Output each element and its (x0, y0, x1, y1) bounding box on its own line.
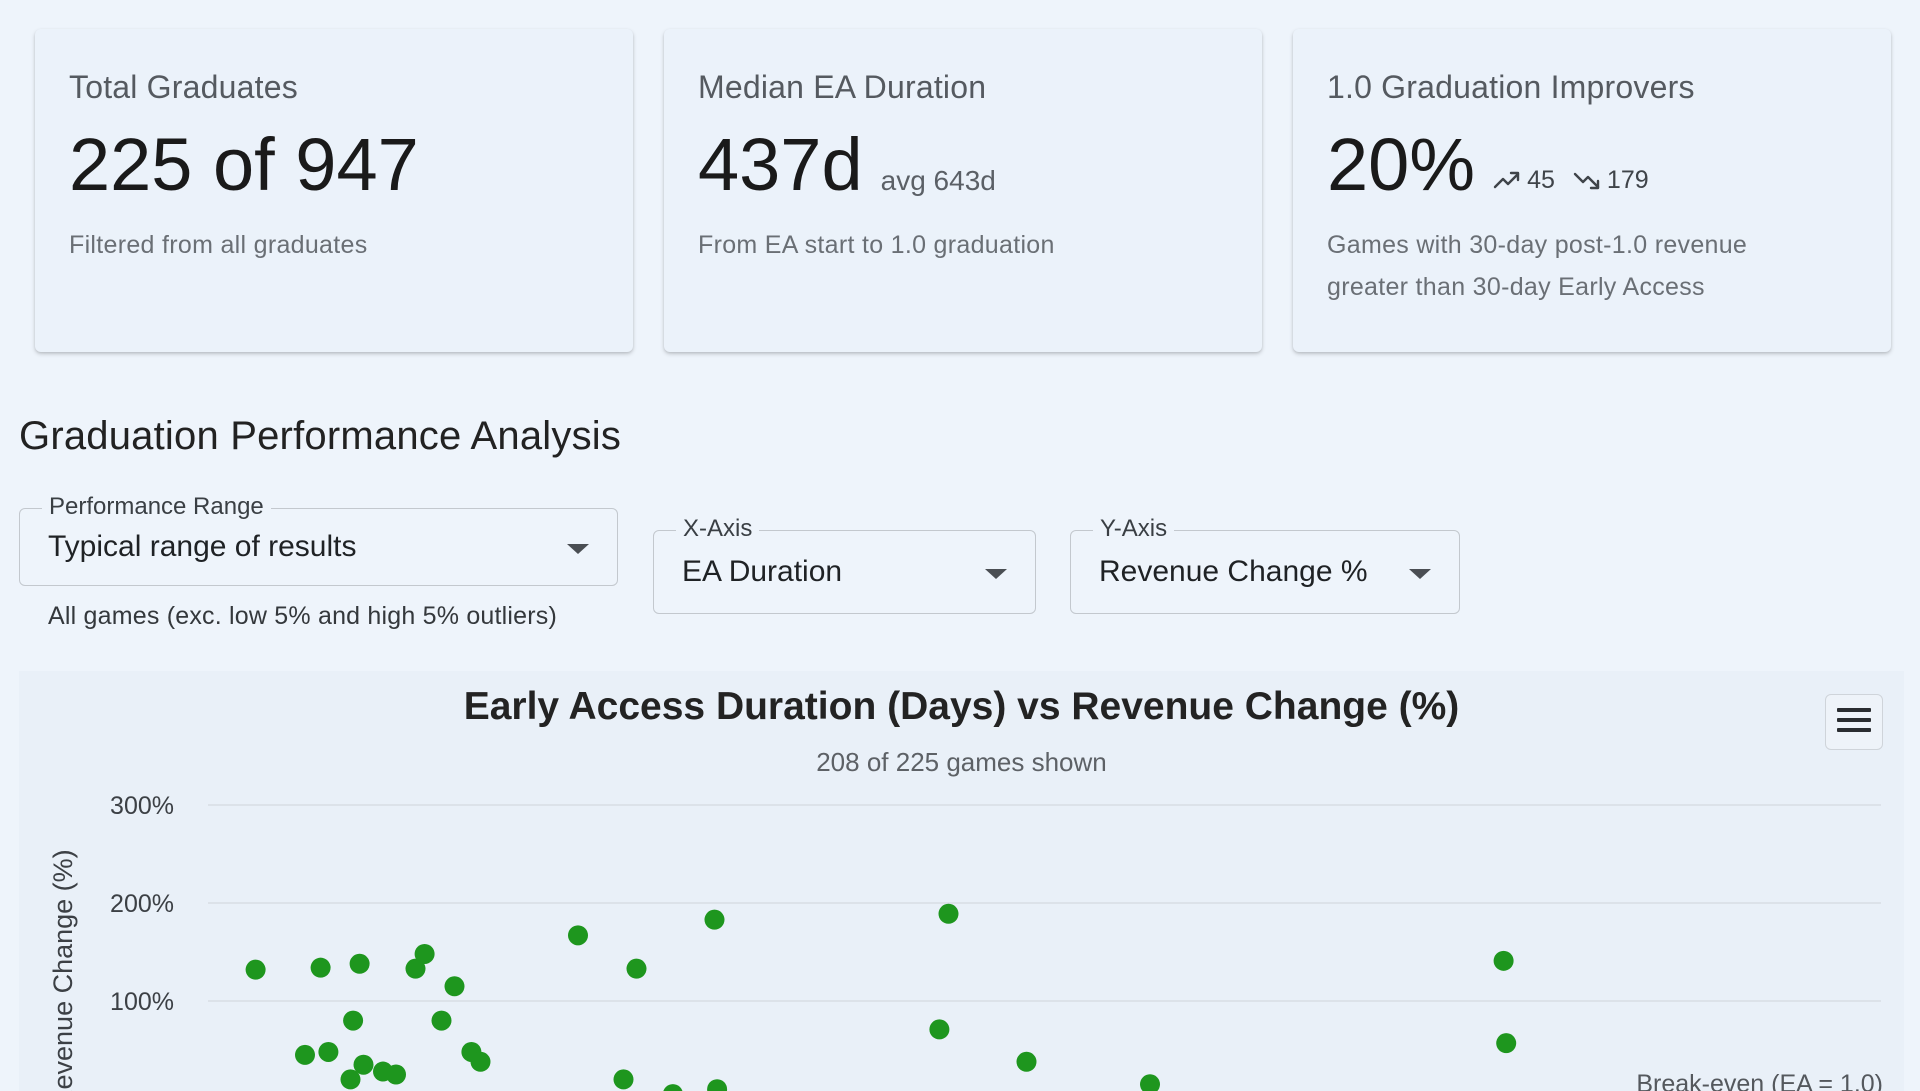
hamburger-menu-icon (1837, 707, 1871, 738)
data-point[interactable] (663, 1084, 683, 1091)
trending-up-icon (1493, 170, 1521, 190)
card-value-row: 20% 45 179 (1327, 128, 1857, 202)
total-graduates-card: Total Graduates 225 of 947 Filtered from… (35, 29, 633, 352)
data-point[interactable] (414, 943, 435, 964)
card-caption-line: Games with 30-day post-1.0 revenue (1327, 231, 1748, 259)
data-point[interactable] (1016, 1051, 1037, 1072)
performance-range-helper: All games (exc. low 5% and high 5% outli… (48, 602, 558, 630)
card-caption: Filtered from all graduates (69, 231, 368, 259)
chevron-down-icon (985, 569, 1007, 579)
x-axis-value: EA Duration (682, 555, 843, 588)
trend-up-count: 45 (1493, 166, 1555, 195)
card-title: Median EA Duration (698, 69, 987, 105)
card-value: 20% (1327, 123, 1476, 206)
data-point[interactable] (295, 1044, 315, 1065)
card-caption: Games with 30-day post-1.0 revenue great… (1327, 224, 1857, 308)
performance-range-select[interactable]: Performance Range Typical range of resul… (19, 494, 618, 586)
data-point[interactable] (626, 958, 647, 979)
chart-title: Early Access Duration (Days) vs Revenue … (463, 685, 1460, 728)
chart-menu-button[interactable] (1825, 694, 1883, 750)
card-title: Total Graduates (69, 69, 298, 105)
y-tick-label: 300% (110, 792, 174, 820)
data-point[interactable] (310, 957, 331, 978)
data-point[interactable] (340, 1069, 361, 1090)
data-point[interactable] (431, 1010, 452, 1031)
data-point[interactable] (1496, 1033, 1517, 1054)
chevron-down-icon (567, 544, 589, 554)
data-point[interactable] (938, 903, 959, 924)
data-point[interactable] (444, 976, 465, 997)
data-point[interactable] (353, 1054, 374, 1075)
data-point[interactable] (1493, 950, 1514, 971)
data-point[interactable] (386, 1064, 406, 1085)
y-tick-label: 100% (110, 988, 174, 1016)
average-duration-label: avg 643d (880, 165, 996, 196)
trend-down-value: 179 (1606, 165, 1649, 194)
y-tick-label: 200% (110, 890, 174, 918)
data-point[interactable] (707, 1079, 728, 1091)
break-even-label: Break-even (EA = 1.0) (1636, 1070, 1883, 1091)
trending-down-icon (1573, 170, 1601, 190)
card-caption-line: greater than 30-day Early Access (1327, 273, 1705, 301)
data-point[interactable] (343, 1010, 364, 1031)
card-title: 1.0 Graduation Improvers (1327, 69, 1695, 105)
card-value: 437d (698, 123, 863, 206)
card-value-row: 225 of 947 (69, 128, 599, 202)
x-axis-label: X-Axis (676, 516, 760, 542)
data-point[interactable] (245, 959, 266, 980)
chart-canvas: 300% 200% 100% Revenue Change (%) Break-even… (48, 792, 1883, 1091)
data-point[interactable] (704, 909, 725, 930)
data-point[interactable] (613, 1069, 634, 1090)
y-axis-value: Revenue Change % (1099, 555, 1368, 588)
y-axis-title: Revenue Change (%) (48, 849, 78, 1091)
trend-down-count: 179 (1573, 166, 1649, 195)
performance-range-label: Performance Range (42, 494, 271, 520)
median-ea-duration-card: Median EA Duration 437d avg 643d From EA… (664, 29, 1262, 352)
chevron-down-icon (1409, 569, 1431, 579)
data-point[interactable] (470, 1051, 491, 1072)
data-point[interactable] (405, 958, 426, 979)
performance-range-value: Typical range of results (48, 530, 357, 563)
y-axis-label: Y-Axis (1093, 516, 1175, 542)
data-point[interactable] (318, 1041, 339, 1062)
card-value: 225 of 947 (69, 123, 419, 206)
scatter-chart: 300% 200% 100% Revenue Change (%) Break-even… (19, 671, 1904, 1091)
y-axis-select[interactable]: Y-Axis Revenue Change % (1070, 516, 1460, 614)
card-value-row: 437d avg 643d (698, 128, 1228, 202)
stat-cards: Total Graduates 225 of 947 Filtered from… (35, 29, 1891, 352)
card-caption: From EA start to 1.0 graduation (698, 231, 1055, 259)
trend-up-value: 45 (1527, 165, 1555, 194)
data-point[interactable] (929, 1019, 950, 1040)
x-axis-select[interactable]: X-Axis EA Duration (653, 516, 1036, 614)
graduation-improvers-card: 1.0 Graduation Improvers 20% 45 (1293, 29, 1891, 352)
section-title: Graduation Performance Analysis (19, 414, 622, 458)
data-point[interactable] (568, 925, 588, 946)
chart-subtitle: 208 of 225 games shown (816, 747, 1107, 777)
data-point[interactable] (1140, 1074, 1160, 1091)
data-point[interactable] (349, 953, 370, 974)
